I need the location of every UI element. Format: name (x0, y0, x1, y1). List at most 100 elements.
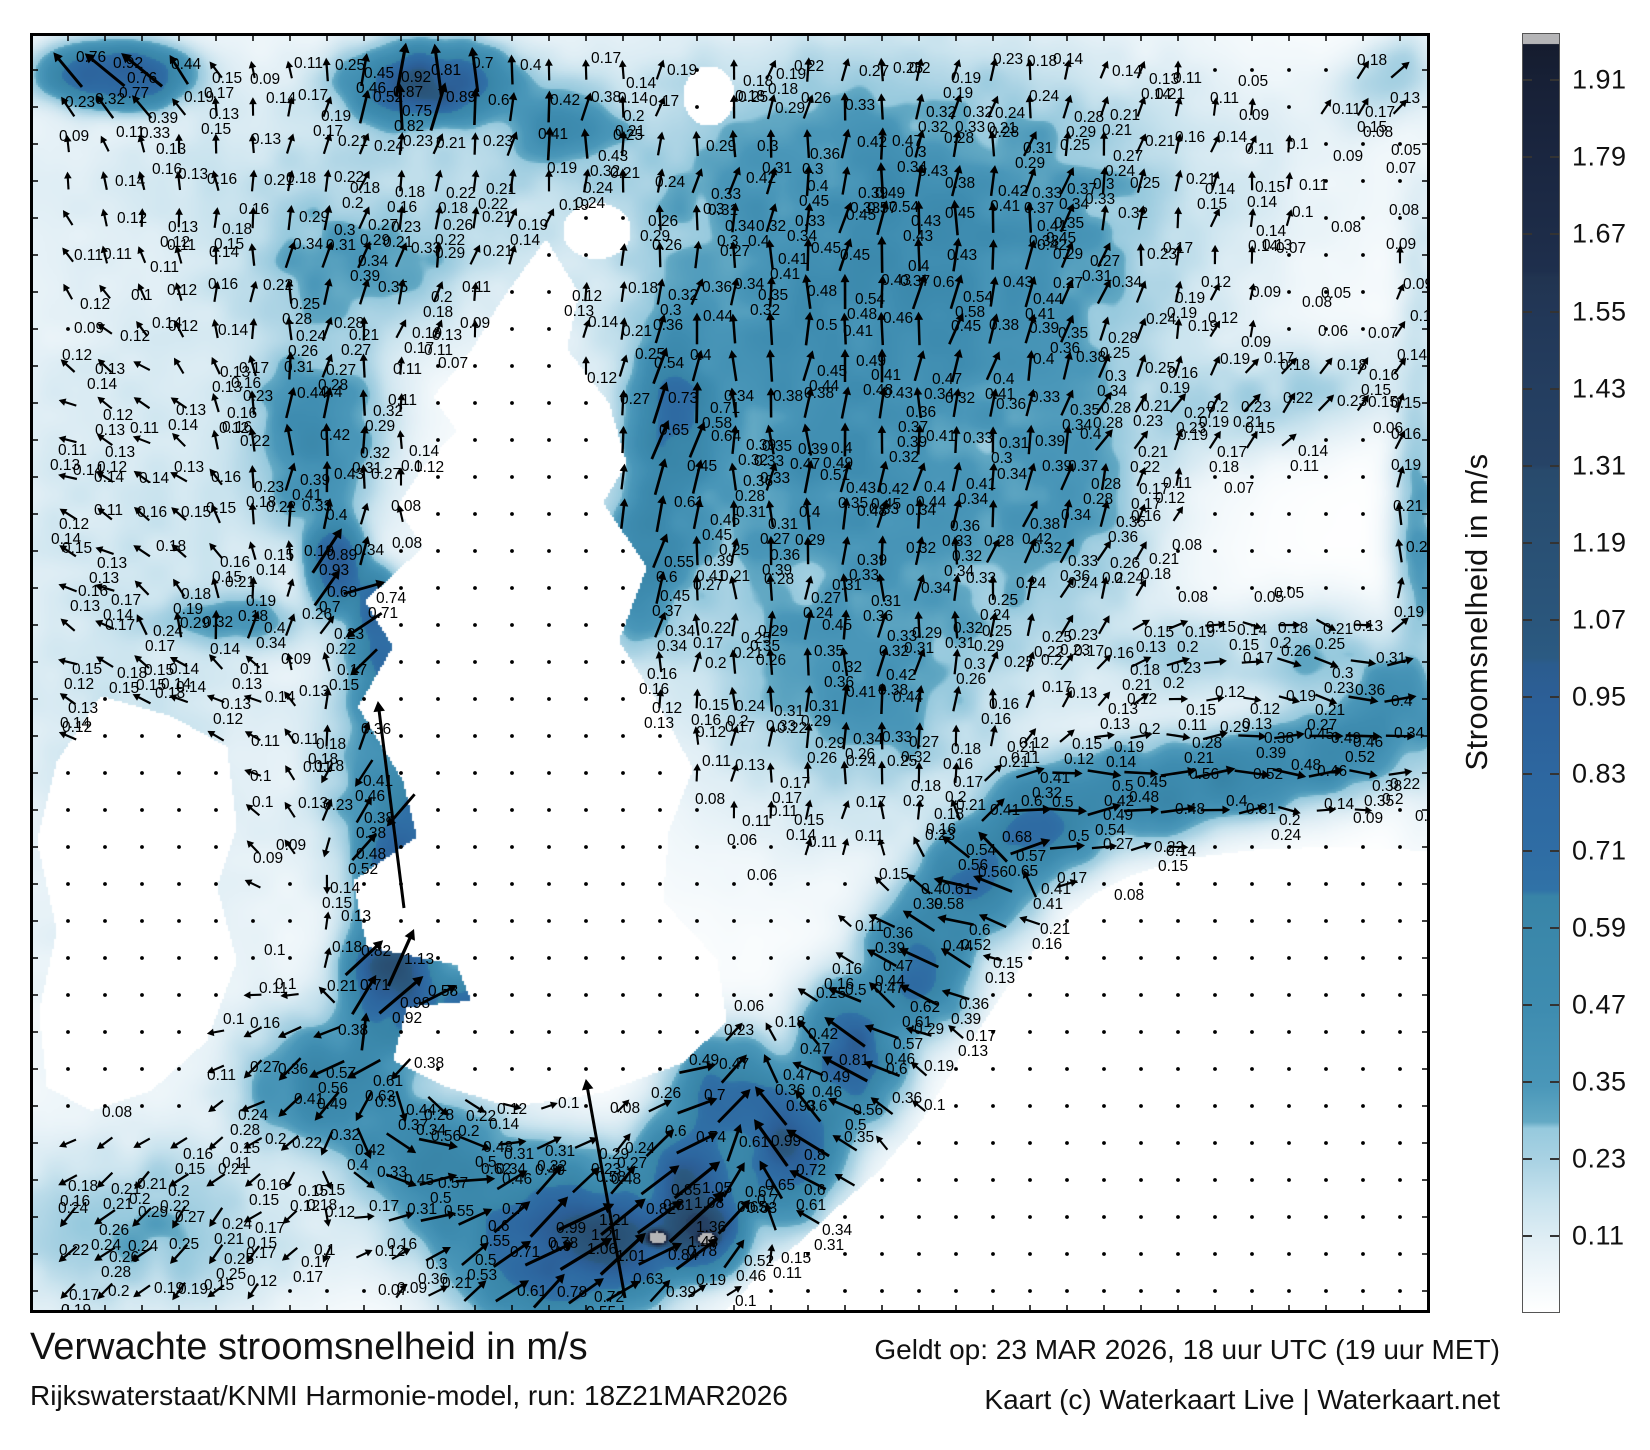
svg-text:0.18: 0.18 (1130, 662, 1160, 679)
svg-text:0.34: 0.34 (665, 623, 696, 640)
svg-text:0.19: 0.19 (1160, 380, 1190, 397)
svg-text:0.41: 0.41 (985, 386, 1015, 403)
svg-text:0.09: 0.09 (1333, 148, 1363, 165)
svg-text:0.62: 0.62 (910, 999, 940, 1016)
svg-text:0.31: 0.31 (999, 435, 1029, 452)
svg-text:0.41: 0.41 (363, 773, 393, 790)
svg-text:0.29: 0.29 (435, 245, 465, 262)
svg-text:0.14: 0.14 (1106, 754, 1137, 771)
svg-text:0.31: 0.31 (762, 160, 792, 177)
svg-text:0.29: 0.29 (1053, 246, 1083, 263)
svg-text:0.11: 0.11 (167, 237, 196, 254)
svg-text:0.17: 0.17 (953, 774, 983, 791)
svg-text:0.21: 0.21 (482, 209, 512, 226)
svg-text:0.16: 0.16 (387, 1236, 417, 1253)
svg-text:0.7: 0.7 (704, 1087, 726, 1104)
svg-text:0.29: 0.29 (801, 713, 831, 730)
svg-text:0.22: 0.22 (794, 58, 824, 75)
svg-text:0.36: 0.36 (1050, 340, 1080, 357)
svg-text:0.38: 0.38 (989, 317, 1019, 334)
svg-text:0.42: 0.42 (1022, 531, 1052, 548)
svg-text:0.11: 0.11 (259, 980, 288, 997)
svg-text:0.12: 0.12 (375, 1243, 405, 1260)
svg-text:0.17: 0.17 (246, 1245, 276, 1262)
svg-text:0.49: 0.49 (1331, 730, 1361, 747)
svg-text:0.44: 0.44 (809, 378, 840, 395)
svg-text:0.18: 0.18 (1141, 566, 1171, 583)
svg-text:0.18: 0.18 (238, 608, 268, 625)
svg-text:0.24: 0.24 (1105, 163, 1136, 180)
svg-text:0.41: 0.41 (990, 198, 1020, 215)
svg-text:0.36: 0.36 (892, 1090, 922, 1107)
svg-text:0.23: 0.23 (254, 479, 284, 496)
svg-text:0.78: 0.78 (557, 1284, 587, 1301)
svg-text:0.17: 0.17 (298, 87, 328, 104)
svg-text:0.22: 0.22 (446, 185, 476, 202)
svg-text:0.05: 0.05 (1238, 73, 1268, 90)
svg-text:0.09: 0.09 (1353, 810, 1383, 827)
svg-text:0.8: 0.8 (804, 1147, 826, 1164)
svg-text:0.19: 0.19 (184, 89, 214, 106)
svg-text:0.48: 0.48 (807, 283, 837, 300)
svg-text:0.1: 0.1 (275, 976, 297, 993)
svg-text:0.2: 0.2 (1207, 399, 1229, 416)
svg-text:0.28: 0.28 (1192, 735, 1222, 752)
svg-text:0.5: 0.5 (1068, 828, 1090, 845)
svg-text:0.21: 0.21 (1145, 133, 1175, 150)
svg-text:0.24: 0.24 (980, 607, 1011, 624)
svg-text:0.16: 0.16 (60, 1193, 90, 1210)
svg-text:0.14: 0.14 (409, 443, 440, 460)
svg-text:0.25: 0.25 (988, 592, 1018, 609)
svg-text:0.11: 0.11 (294, 55, 323, 72)
svg-text:0.1: 0.1 (735, 1293, 757, 1310)
svg-text:0.38: 0.38 (364, 810, 394, 827)
svg-text:0.27: 0.27 (859, 63, 889, 80)
svg-text:0.36: 0.36 (1060, 568, 1090, 585)
svg-text:0.36: 0.36 (810, 146, 840, 163)
svg-text:0.13: 0.13 (105, 444, 135, 461)
svg-text:0.36: 0.36 (906, 404, 936, 421)
svg-text:0.32: 0.32 (963, 104, 993, 121)
svg-text:0.45: 0.45 (1304, 726, 1334, 743)
svg-text:0.18: 0.18 (775, 1014, 805, 1031)
svg-text:0.18: 0.18 (1357, 52, 1387, 69)
svg-text:0.13: 0.13 (299, 683, 329, 700)
svg-text:0.28: 0.28 (1101, 400, 1131, 417)
svg-text:0.44: 0.44 (893, 689, 924, 706)
svg-text:0.33: 0.33 (1068, 553, 1098, 570)
svg-text:0.56: 0.56 (958, 857, 988, 874)
svg-text:0.14: 0.14 (1237, 622, 1268, 639)
svg-text:0.32: 0.32 (373, 403, 403, 420)
svg-text:0.7: 0.7 (472, 55, 494, 72)
svg-text:0.17: 0.17 (255, 1220, 285, 1237)
svg-text:0.22: 0.22 (292, 1135, 322, 1152)
colorbar-tick-mark (1550, 927, 1559, 930)
svg-text:0.15: 0.15 (62, 540, 92, 557)
svg-text:0.33: 0.33 (882, 729, 912, 746)
svg-text:0.12: 0.12 (97, 459, 127, 476)
svg-text:0.41: 0.41 (843, 323, 873, 340)
svg-text:0.76: 0.76 (76, 49, 106, 66)
svg-text:0.06: 0.06 (747, 867, 777, 884)
svg-text:0.81: 0.81 (431, 62, 461, 79)
svg-text:0.11: 0.11 (1245, 141, 1274, 158)
svg-text:0.05: 0.05 (1274, 585, 1304, 602)
svg-text:0.48: 0.48 (483, 1139, 513, 1156)
colorbar-tick-mark (1550, 464, 1559, 467)
svg-text:0.41: 0.41 (1033, 896, 1063, 913)
colorbar-tick-mark (1550, 310, 1559, 313)
svg-text:0.13: 0.13 (644, 715, 674, 732)
svg-text:0.31: 0.31 (814, 1237, 844, 1254)
svg-text:0.39: 0.39 (858, 185, 888, 202)
svg-text:0.46: 0.46 (812, 1084, 842, 1101)
svg-text:0.21: 0.21 (1184, 750, 1214, 767)
svg-text:0.33: 0.33 (302, 498, 332, 515)
svg-text:0.27: 0.27 (250, 1059, 280, 1076)
svg-text:0.15: 0.15 (699, 697, 729, 714)
svg-text:0.34: 0.34 (822, 1222, 853, 1239)
svg-text:0.06: 0.06 (727, 832, 757, 849)
svg-text:0.27: 0.27 (760, 531, 790, 548)
svg-text:0.11: 0.11 (58, 442, 87, 459)
svg-text:0.25: 0.25 (1145, 360, 1175, 377)
svg-text:0.09: 0.09 (1239, 107, 1269, 124)
